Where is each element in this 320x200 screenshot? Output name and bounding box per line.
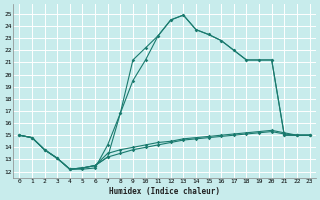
X-axis label: Humidex (Indice chaleur): Humidex (Indice chaleur): [109, 187, 220, 196]
